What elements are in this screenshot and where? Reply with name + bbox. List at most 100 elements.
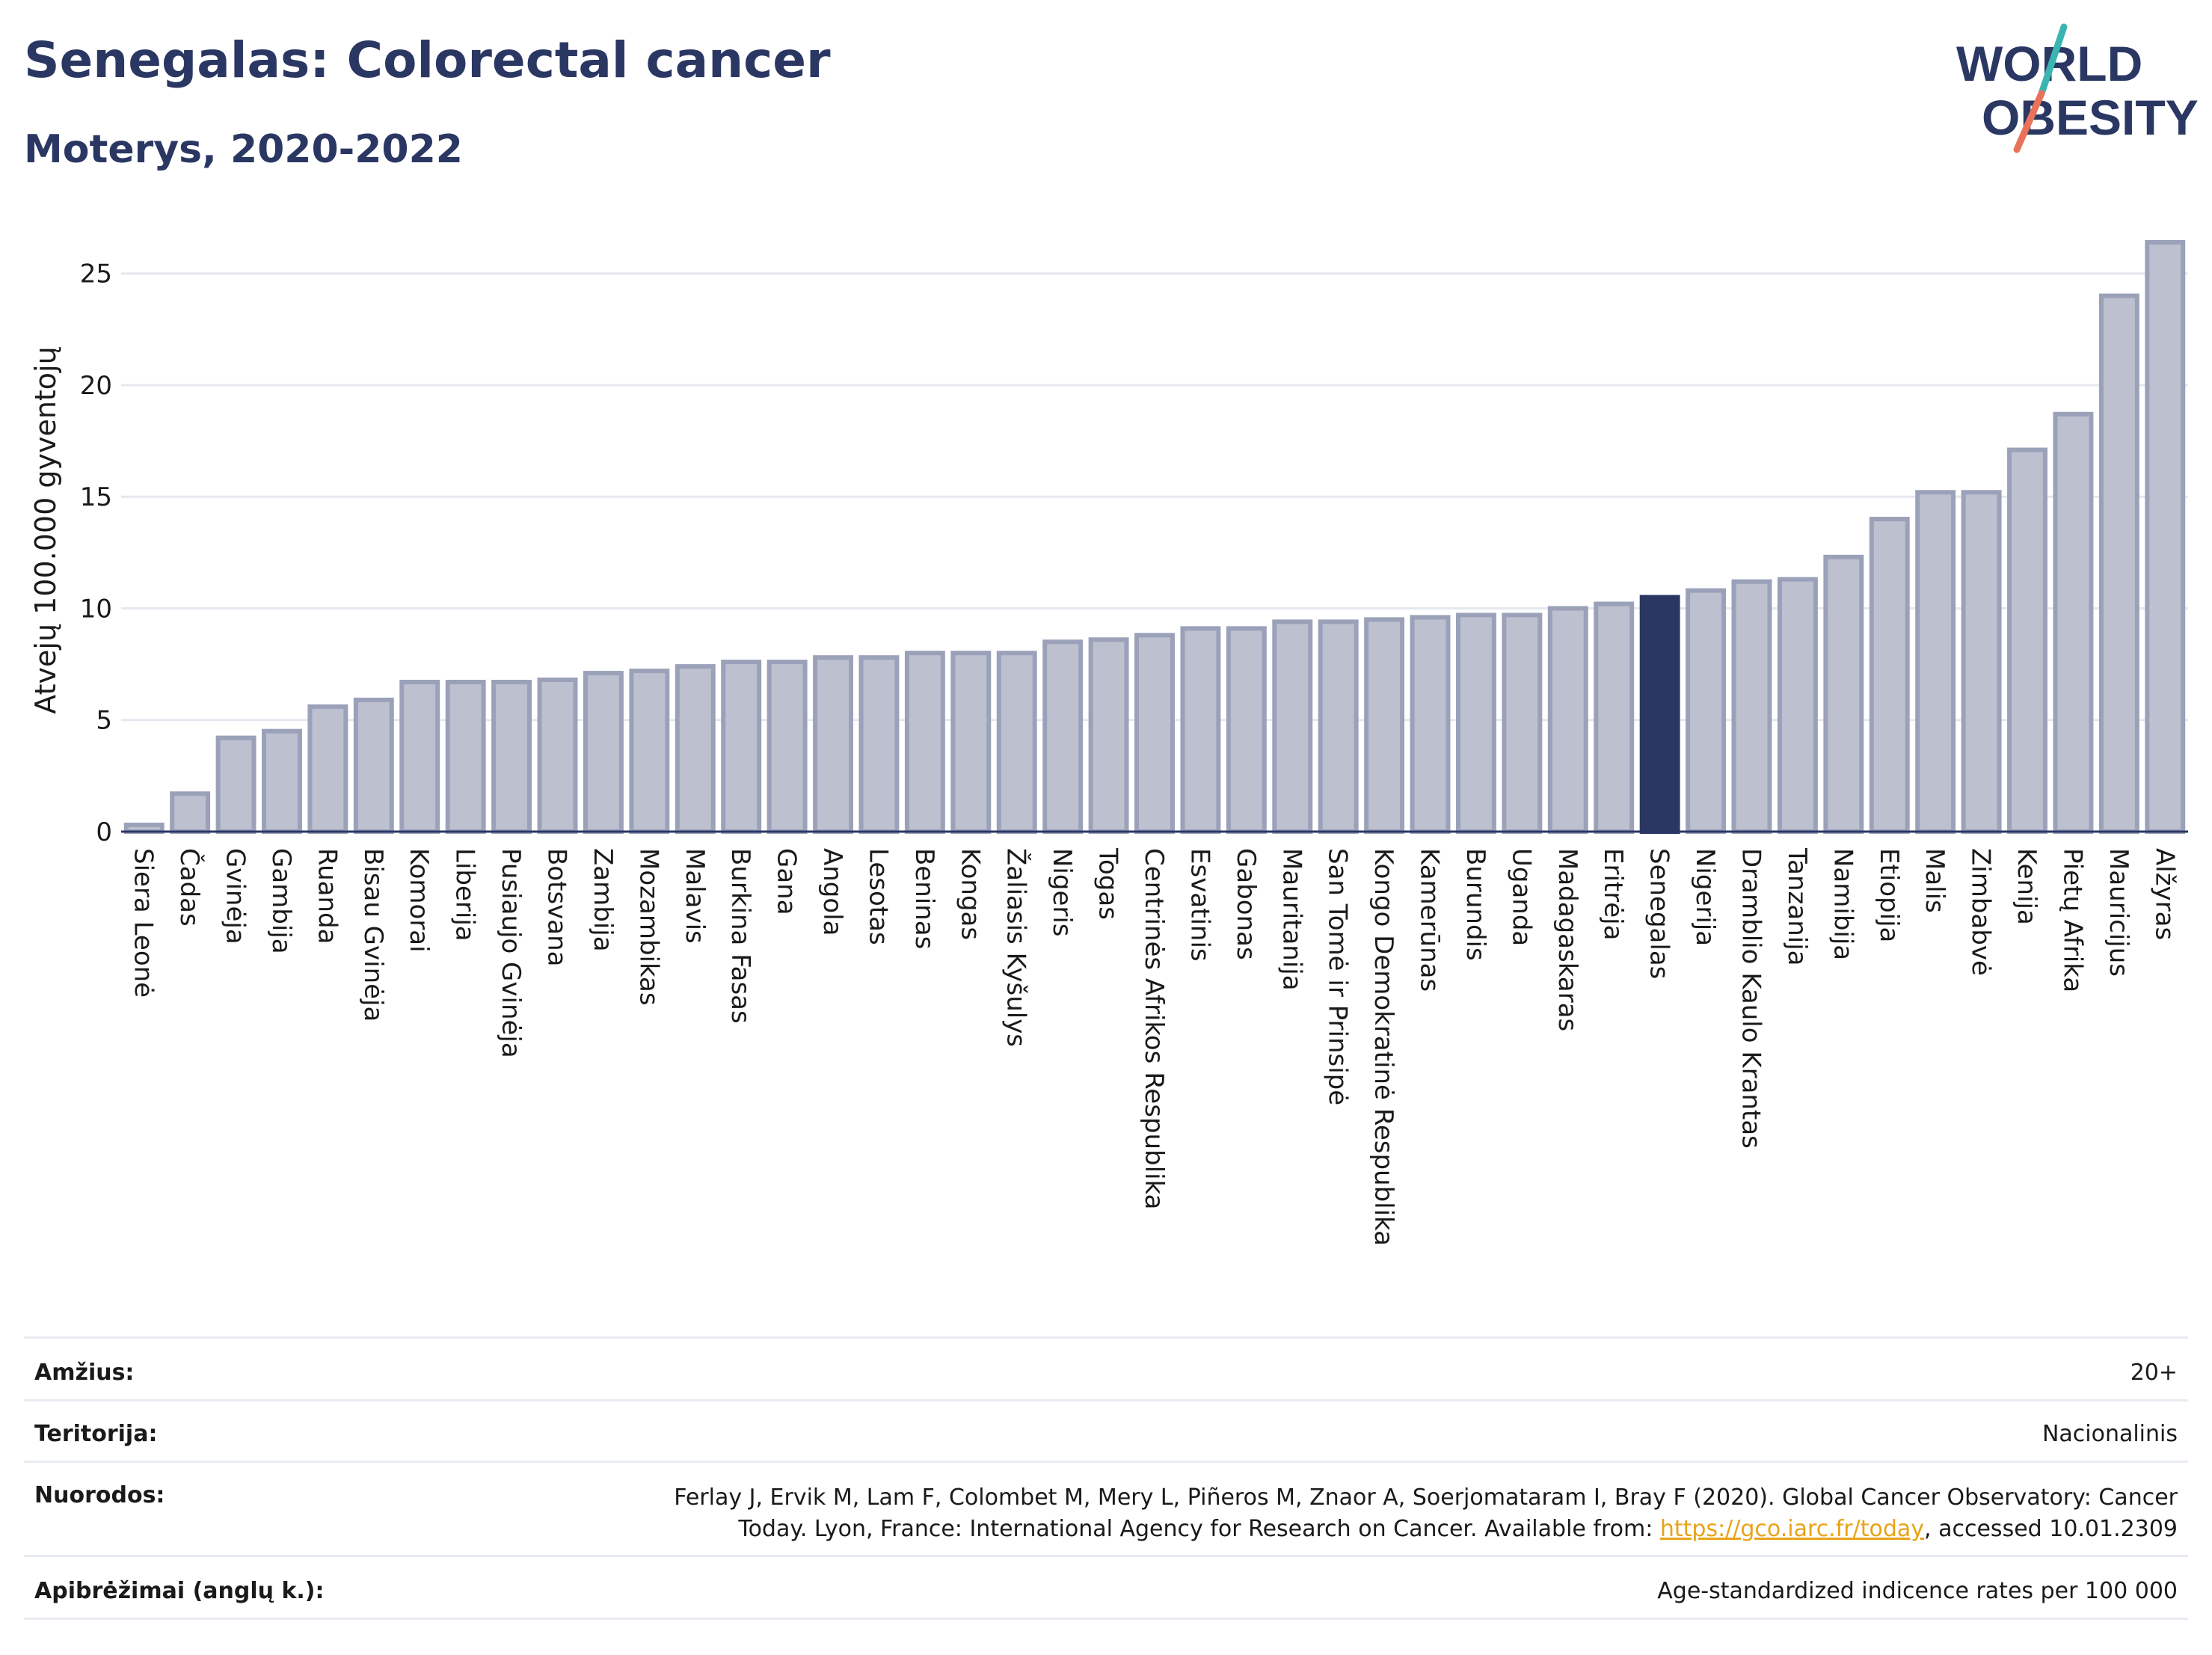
x-tick-label: Beninas — [909, 848, 939, 949]
bar — [1686, 588, 1727, 834]
x-tick-label: Madagaskaras — [1552, 848, 1582, 1031]
bar — [1777, 577, 1818, 834]
bar — [1410, 615, 1451, 835]
x-tick-label: Etiopija — [1874, 848, 1904, 942]
reference-line-2-pre: Today. Lyon, France: International Agenc… — [738, 1516, 1660, 1542]
bar — [1547, 606, 1588, 835]
bar — [445, 679, 486, 835]
bar — [1915, 490, 1956, 834]
x-tick-label: Pusiaujo Gvinėja — [496, 848, 526, 1058]
info-row-age: Amžius: 20+ — [24, 1336, 2188, 1399]
y-tick-labels: 0 5 10 15 20 25 — [80, 260, 112, 847]
reference-line-1: Ferlay J, Ervik M, Lam F, Colombet M, Me… — [674, 1484, 2178, 1511]
y-tick-label: 5 — [96, 706, 112, 736]
x-tick-label: Malavis — [680, 848, 710, 944]
info-value-age: 20+ — [2130, 1360, 2178, 1386]
bar-highlight — [1639, 595, 1680, 834]
bar — [1134, 633, 1175, 834]
y-tick-label: 20 — [80, 371, 112, 401]
x-tick-label: Kenija — [2012, 848, 2042, 925]
x-tick-label: Centrinės Afrikos Respublika — [1139, 848, 1169, 1209]
reference-link[interactable]: https://gco.iarc.fr/today — [1659, 1516, 1925, 1542]
x-tick-label: Tanzanija — [1782, 847, 1812, 965]
bar — [1364, 617, 1405, 834]
x-tick-label: Ruanda — [312, 848, 342, 944]
y-tick-label: 15 — [80, 482, 112, 512]
info-label-definitions: Apibrėžimai (anglų k.): — [34, 1578, 325, 1604]
x-tick-label: Gvinėja — [221, 848, 251, 945]
bar — [307, 704, 348, 835]
x-tick-label: Mauricijus — [2104, 848, 2133, 977]
bar — [1502, 612, 1543, 834]
x-tick-label: Nigerija — [1690, 848, 1720, 946]
info-label-references: Nuorodos: — [34, 1482, 165, 1508]
y-tick-label: 25 — [80, 260, 112, 289]
x-tick-label: Kongo Demokratinė Respublika — [1368, 848, 1398, 1246]
bar — [1318, 619, 1359, 834]
bar — [1226, 626, 1267, 834]
info-value-references: Ferlay J, Ervik M, Lam F, Colombet M, Me… — [674, 1482, 2178, 1545]
bar — [537, 678, 578, 834]
x-tick-label: Alžyras — [2149, 848, 2179, 940]
bar — [353, 697, 394, 835]
info-value-territory: Nacionalinis — [2042, 1421, 2178, 1447]
logo-slash-coral — [2013, 90, 2045, 153]
bar — [996, 651, 1037, 834]
x-tick-label: Botsvana — [542, 848, 572, 967]
x-tick-label: San Tomė ir Prinsipė — [1323, 848, 1353, 1105]
x-tick-label: Zambija — [588, 848, 618, 952]
bar — [2053, 411, 2094, 834]
x-tick-label: Mozambikas — [633, 848, 663, 1006]
bar — [170, 791, 211, 834]
y-tick-label: 0 — [96, 817, 112, 847]
bar — [2145, 239, 2186, 834]
bar — [721, 660, 762, 834]
reference-line-2-post: , accessed 10.01.2309 — [1924, 1516, 2178, 1542]
world-obesity-logo: WORLD OBESITY — [1956, 23, 2199, 153]
bar — [1961, 490, 2002, 834]
x-tick-label: Čadas — [174, 848, 205, 927]
bar — [950, 651, 992, 834]
x-tick-label: Gambija — [266, 848, 296, 954]
x-tick-label: Togas — [1093, 847, 1123, 920]
bar — [2098, 293, 2139, 834]
bar — [1869, 517, 1910, 835]
x-tick-label: Siera Leonė — [129, 848, 159, 998]
chart-subtitle: Moterys, 2020-2022 — [24, 127, 463, 172]
bar — [629, 669, 670, 834]
bar — [766, 660, 808, 834]
logo-slash-teal — [2038, 23, 2068, 97]
x-tick-label: Zimbabvė — [1966, 848, 1996, 976]
bar — [675, 664, 716, 835]
bar — [491, 679, 532, 835]
x-tick-label: Kamerūnas — [1415, 848, 1445, 992]
x-tick-label: Liberija — [450, 848, 480, 942]
x-tick-label: Gabonas — [1231, 848, 1261, 960]
info-row-references: Nuorodos: Ferlay J, Ervik M, Lam F, Colo… — [24, 1461, 2188, 1555]
y-tick-label: 10 — [80, 594, 112, 624]
bar — [1042, 639, 1084, 835]
bar — [813, 655, 853, 835]
x-tick-label: Pietų Afrika — [2057, 848, 2087, 992]
x-tick-label: Nigeris — [1047, 848, 1077, 937]
info-row-territory: Teritorija: Nacionalinis — [24, 1399, 2188, 1461]
x-tick-label: Kongas — [955, 848, 985, 940]
x-tick-label: Bisau Gvinėja — [358, 848, 388, 1022]
bar — [399, 679, 440, 835]
info-label-territory: Teritorija: — [34, 1421, 158, 1447]
x-tick-label: Eritrėja — [1598, 848, 1628, 940]
info-row-definitions: Apibrėžimai (anglų k.): Age-standardized… — [24, 1555, 2188, 1618]
x-tick-label: Burundis — [1460, 848, 1490, 961]
bar-chart: 0 5 10 15 20 25 Siera Leonė Čadas Gvinėja Gambij… — [29, 239, 2188, 1246]
bars — [123, 239, 2186, 835]
bar — [1823, 554, 1864, 834]
bar — [904, 651, 945, 834]
x-tick-label: Žaliasis Kyšulys — [1001, 848, 1032, 1047]
x-tick-label: Namibija — [1828, 848, 1858, 960]
bar — [1088, 637, 1129, 834]
x-tick-label: Gana — [772, 848, 802, 915]
x-tick-label: Angola — [817, 848, 847, 936]
logo-word-obesity: OBESITY — [1982, 90, 2199, 145]
bar — [1456, 612, 1496, 834]
bar — [215, 735, 256, 834]
